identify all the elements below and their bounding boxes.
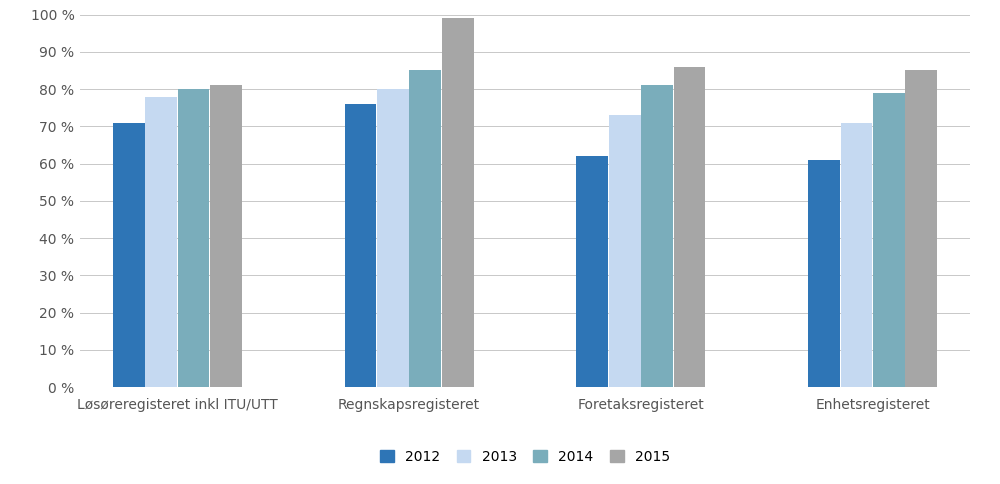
Bar <box>674 67 705 387</box>
Bar <box>841 122 872 387</box>
Bar <box>576 156 608 387</box>
Bar <box>442 18 474 387</box>
Bar <box>377 89 409 387</box>
Bar <box>409 71 441 387</box>
Bar <box>113 122 145 387</box>
Bar <box>609 115 641 387</box>
Bar <box>905 71 937 387</box>
Bar <box>345 104 376 387</box>
Bar <box>641 85 673 387</box>
Bar <box>178 89 209 387</box>
Bar <box>210 85 242 387</box>
Bar <box>873 93 905 387</box>
Legend: 2012, 2013, 2014, 2015: 2012, 2013, 2014, 2015 <box>380 450 670 464</box>
Bar <box>808 160 840 387</box>
Bar <box>145 96 177 387</box>
